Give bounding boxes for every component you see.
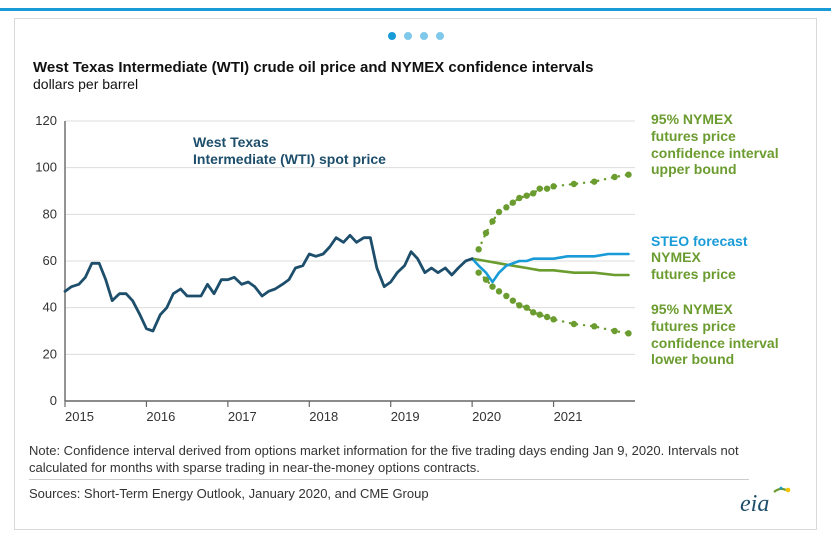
annotation-steo: STEO forecast (651, 233, 811, 250)
svg-text:2015: 2015 (65, 409, 94, 424)
svg-text:2017: 2017 (228, 409, 257, 424)
top-accent-bar (0, 8, 831, 11)
annotation-nymex: NYMEXfutures price (651, 249, 811, 283)
svg-text:2016: 2016 (146, 409, 175, 424)
chart-card: West Texas Intermediate (WTI) crude oil … (14, 18, 817, 530)
eia-logo: eia (740, 485, 798, 519)
annotation-wti-spot: West TexasIntermediate (WTI) spot price (193, 134, 423, 168)
carousel-pager (15, 19, 816, 53)
annotation-ci-lower: 95% NYMEXfutures priceconfidence interva… (651, 301, 811, 368)
pager-dot-2[interactable] (404, 32, 412, 40)
svg-text:eia: eia (740, 491, 769, 517)
pager-dot-4[interactable] (436, 32, 444, 40)
svg-text:2018: 2018 (309, 409, 338, 424)
svg-text:2020: 2020 (472, 409, 501, 424)
annotation-ci-upper: 95% NYMEXfutures priceconfidence interva… (651, 111, 811, 178)
pager-dot-3[interactable] (420, 32, 428, 40)
chart-note: Note: Confidence interval derived from o… (29, 443, 749, 477)
chart-area: 0 20 40 60 80 100 120 2015 2016 2017 2018 2019 2020 2… (21, 111, 811, 431)
svg-text:40: 40 (43, 300, 57, 315)
chart-subtitle: dollars per barrel (15, 76, 816, 100)
svg-text:0: 0 (50, 393, 57, 408)
svg-text:80: 80 (43, 206, 57, 221)
svg-text:20: 20 (43, 346, 57, 361)
chart-title: West Texas Intermediate (WTI) crude oil … (15, 53, 816, 76)
svg-text:2021: 2021 (554, 409, 583, 424)
chart-sources: Sources: Short-Term Energy Outlook, Janu… (29, 479, 749, 501)
svg-text:60: 60 (43, 253, 57, 268)
svg-text:2019: 2019 (391, 409, 420, 424)
svg-text:120: 120 (35, 113, 57, 128)
svg-text:100: 100 (35, 160, 57, 175)
pager-dot-1[interactable] (388, 32, 396, 40)
